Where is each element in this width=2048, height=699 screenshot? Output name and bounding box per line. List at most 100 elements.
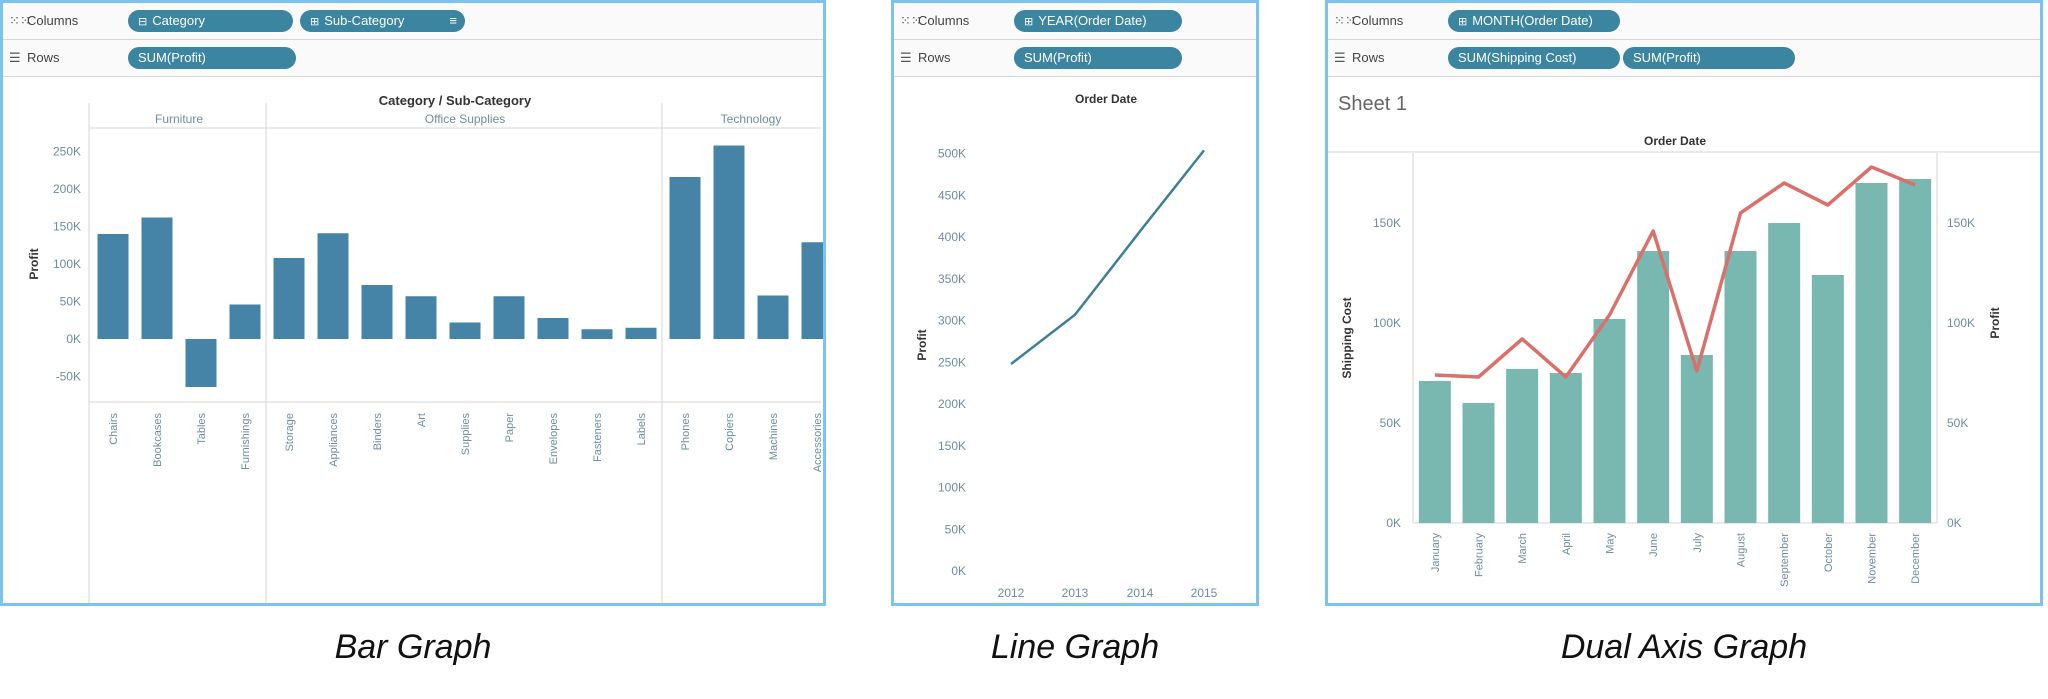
sum-profit-pill[interactable]: SUM(Profit) [1623, 47, 1795, 69]
columns-icon: ⁙⁙ [9, 13, 31, 28]
group-label: Office Supplies [425, 112, 506, 126]
left-tick-label: 150K [1373, 216, 1401, 230]
y-tick-label: 450K [938, 188, 966, 202]
x-tick-label: Appliances [328, 413, 340, 467]
x-tick-label: July [1692, 533, 1704, 553]
rows-shelf[interactable]: ☰ Rows SUM(Profit) [3, 40, 823, 77]
columns-shelf[interactable]: ⁙⁙Columns ⊞ YEAR(Order Date) [894, 3, 1256, 40]
left-tick-label: 0K [1386, 516, 1401, 530]
y-tick-label: 50K [60, 295, 81, 309]
chart-title: Category / Sub-Category [379, 93, 532, 108]
shipping-cost-bar [1680, 355, 1713, 523]
rows-shelf-label: ☰ Rows [1334, 40, 1385, 76]
bar [801, 242, 823, 339]
bar [669, 177, 701, 339]
columns-shelf-label: ⁙⁙Columns [900, 3, 969, 39]
bar [625, 327, 657, 339]
x-tick-label: November [1867, 533, 1879, 584]
y-tick-label: 0K [66, 332, 81, 346]
shipping-cost-bar [1724, 251, 1757, 523]
right-tick-label: 100K [1947, 316, 1975, 330]
bar [713, 145, 745, 339]
dual-axis-chart: Order Date Shipping Cost Profit 0K 0K 50K 50K 1… [1328, 134, 2040, 587]
x-tick-label: August [1736, 533, 1748, 567]
y-tick-label: 100K [938, 481, 966, 495]
line-graph-panel: ⁙⁙Columns ⊞ YEAR(Order Date) ☰ Rows SUM(Pr… [891, 0, 1259, 606]
rows-icon: ☰ [9, 50, 21, 65]
x-tick-label: Furnishings [240, 413, 252, 470]
x-tick-label: Fasteners [592, 413, 604, 462]
right-tick-label: 0K [1947, 516, 1962, 530]
x-tick-label: Machines [768, 413, 780, 461]
bar [97, 234, 129, 339]
month-order-date-pill[interactable]: ⊞ MONTH(Order Date) [1448, 10, 1620, 32]
rows-icon: ☰ [1334, 50, 1346, 65]
shipping-cost-bar [1768, 223, 1801, 523]
category-pill[interactable]: ⊟ Category [128, 10, 293, 32]
y-tick-label: 200K [938, 397, 966, 411]
y-tick-label: 250K [938, 355, 966, 369]
left-axis-label: Shipping Cost [1340, 297, 1354, 378]
x-tick-label: December [1910, 533, 1922, 584]
x-tick-label: June [1648, 533, 1660, 557]
x-tick-label: Storage [284, 413, 296, 452]
y-tick-label: -50K [56, 370, 81, 384]
rows-shelf[interactable]: ☰ Rows SUM(Shipping Cost) SUM(Profit) [1328, 40, 2040, 77]
x-tick-label: April [1561, 533, 1573, 555]
bar [449, 322, 481, 339]
bar [537, 318, 569, 339]
y-tick-label: 100K [53, 257, 81, 271]
sub-category-pill[interactable]: ⊞ Sub-Category ≡ [300, 10, 465, 32]
line-chart: Order Date Profit 0K 50K 100K 150K 200K 250K 300… [915, 92, 1218, 600]
bar-graph-panel: ⁙⁙Columns ⊟ Category ⊞ Sub-Category ≡ ☰ Row… [0, 0, 826, 606]
columns-shelf[interactable]: ⁙⁙Columns ⊟ Category ⊞ Sub-Category ≡ [3, 3, 823, 40]
sheet-title: Sheet 1 [1338, 93, 1407, 115]
right-tick-label: 50K [1947, 416, 1968, 430]
shipping-cost-bar [1418, 381, 1451, 523]
right-axis-label: Profit [1988, 307, 2002, 338]
bar [273, 258, 305, 339]
x-tick-label: Accessories [812, 413, 823, 473]
expand-icon: ⊞ [310, 16, 320, 28]
y-tick-label: 150K [53, 220, 81, 234]
bar [581, 329, 613, 339]
profit-line [1010, 149, 1205, 366]
x-tick-label: Labels [636, 413, 648, 446]
y-tick-label: 500K [938, 147, 966, 161]
x-tick-label: Art [416, 413, 428, 427]
year-order-date-pill[interactable]: ⊞ YEAR(Order Date) [1014, 10, 1182, 32]
y-tick-label: 350K [938, 272, 966, 286]
x-tick-label: September [1779, 533, 1791, 587]
y-axis-label: Profit [915, 329, 929, 360]
y-tick-label: 150K [938, 439, 966, 453]
group-label: Furniture [155, 112, 203, 126]
x-tick-label: February [1474, 533, 1486, 578]
sum-shipping-cost-pill[interactable]: SUM(Shipping Cost) [1448, 47, 1620, 69]
columns-icon: ⁙⁙ [900, 13, 922, 28]
shipping-cost-bar [1462, 403, 1495, 523]
shipping-cost-bar [1637, 251, 1670, 523]
bar [405, 296, 437, 339]
shipping-cost-bar [1593, 319, 1626, 523]
y-axis-label: Profit [27, 248, 41, 279]
sum-profit-pill[interactable]: SUM(Profit) [128, 47, 296, 69]
line-graph-caption: Line Graph [990, 628, 1160, 666]
columns-shelf-label: ⁙⁙Columns [1334, 3, 1403, 39]
columns-shelf-label: ⁙⁙Columns [9, 3, 78, 39]
x-tick-label: Paper [504, 413, 516, 443]
dual-axis-graph-panel: ⁙⁙Columns ⊞ MONTH(Order Date) ☰ Rows SUM(S… [1325, 0, 2043, 606]
x-tick-label: Bookcases [152, 413, 164, 467]
x-tick-label: January [1430, 533, 1442, 573]
collapse-icon: ⊟ [138, 16, 148, 28]
bar [757, 295, 789, 339]
sum-profit-pill[interactable]: SUM(Profit) [1014, 47, 1182, 69]
x-tick-label: Supplies [460, 413, 472, 456]
columns-shelf[interactable]: ⁙⁙Columns ⊞ MONTH(Order Date) [1328, 3, 2040, 40]
x-tick-label: May [1605, 533, 1617, 554]
rows-shelf[interactable]: ☰ Rows SUM(Profit) [894, 40, 1256, 77]
bar [361, 285, 393, 339]
shipping-cost-bar [1506, 369, 1539, 523]
profit-line [1434, 165, 1916, 379]
x-tick-label: October [1823, 533, 1835, 572]
x-tick-label: 2014 [1127, 586, 1154, 600]
